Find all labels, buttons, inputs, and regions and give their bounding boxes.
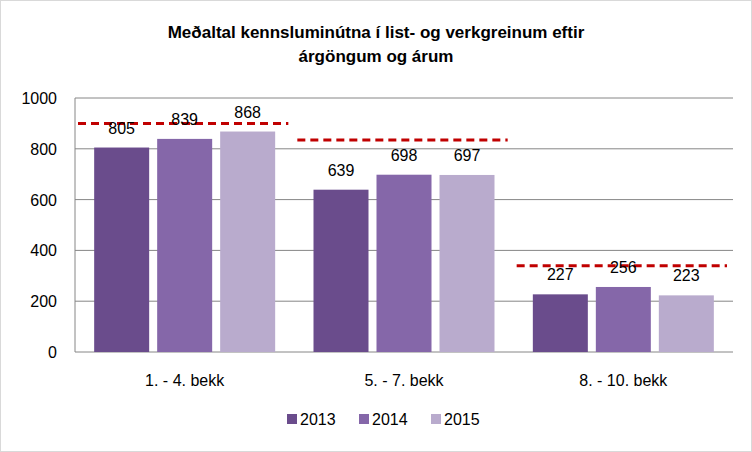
bar: [314, 190, 369, 352]
bar: [94, 148, 149, 352]
legend-swatch: [287, 414, 297, 424]
data-label: 868: [234, 104, 261, 121]
bar: [659, 295, 714, 352]
labels: 805 839 868 639 698 697 227 256 223: [108, 104, 699, 285]
y-axis: [75, 98, 76, 352]
data-label: 227: [547, 266, 574, 283]
legend-label: 2015: [444, 411, 480, 428]
y-tick-label: 1000: [21, 90, 57, 107]
legend-label: 2014: [372, 411, 408, 428]
data-label: 839: [171, 111, 198, 128]
y-tick-label: 0: [48, 344, 57, 361]
x-tick-label: 8. - 10. bekk: [579, 372, 668, 389]
legend: 2013 2014 2015: [287, 411, 480, 428]
y-tick-label: 200: [30, 293, 57, 310]
y-tick-label: 800: [30, 141, 57, 158]
grid-line: [75, 98, 733, 99]
legend-swatch: [359, 414, 369, 424]
data-label: 256: [610, 259, 637, 276]
bar: [533, 294, 588, 352]
data-label: 639: [328, 162, 355, 179]
title: Meðaltal kennsluminútna í list- og verkg…: [168, 23, 585, 42]
bar: [440, 175, 495, 352]
x-tick-label: 1. - 4. bekk: [145, 372, 225, 389]
target-line: [297, 138, 507, 141]
bar: [596, 287, 651, 352]
bar: [220, 132, 275, 352]
legend-label: 2013: [300, 411, 336, 428]
legend-swatch: [431, 414, 441, 424]
x-tick-label: 5. - 7. bekk: [364, 372, 444, 389]
bar: [377, 175, 432, 352]
bar: [157, 139, 212, 352]
chart: Meðaltal kennsluminútna í list- og verkg…: [0, 0, 752, 452]
data-label: 698: [391, 147, 418, 164]
data-label: 223: [673, 267, 700, 284]
title: árgöngum og árum: [299, 47, 454, 66]
data-label: 697: [454, 147, 481, 164]
plot-area: [78, 123, 727, 352]
data-label: 805: [108, 120, 135, 137]
y-tick-label: 400: [30, 242, 57, 259]
y-tick-label: 600: [30, 192, 57, 209]
chart-border: [1, 1, 752, 452]
